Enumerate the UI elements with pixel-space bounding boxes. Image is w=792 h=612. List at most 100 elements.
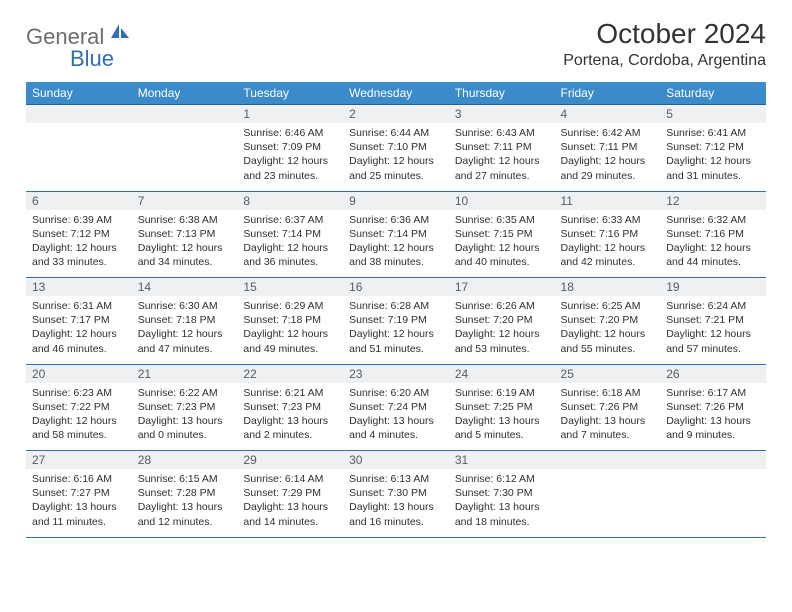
sunset-line: Sunset: 7:23 PM (138, 400, 232, 414)
day-content-cell: Sunrise: 6:46 AMSunset: 7:09 PMDaylight:… (237, 123, 343, 191)
content-row: Sunrise: 6:46 AMSunset: 7:09 PMDaylight:… (26, 123, 766, 191)
sunset-line: Sunset: 7:19 PM (349, 313, 443, 327)
day-number-cell: 21 (132, 364, 238, 383)
day-content-cell: Sunrise: 6:37 AMSunset: 7:14 PMDaylight:… (237, 210, 343, 278)
sunset-line: Sunset: 7:12 PM (32, 227, 126, 241)
sunset-line: Sunset: 7:30 PM (455, 486, 549, 500)
sunrise-line: Sunrise: 6:18 AM (561, 386, 655, 400)
daylight-line: Daylight: 13 hours and 7 minutes. (561, 414, 655, 442)
sunset-line: Sunset: 7:12 PM (666, 140, 760, 154)
day-content-cell: Sunrise: 6:21 AMSunset: 7:23 PMDaylight:… (237, 383, 343, 451)
daylight-line: Daylight: 12 hours and 25 minutes. (349, 154, 443, 182)
sunrise-line: Sunrise: 6:23 AM (32, 386, 126, 400)
day-content-cell: Sunrise: 6:30 AMSunset: 7:18 PMDaylight:… (132, 296, 238, 364)
logo-sail-icon (109, 22, 131, 45)
calendar-table: Sunday Monday Tuesday Wednesday Thursday… (26, 82, 766, 538)
weekday-header: Monday (132, 82, 238, 105)
day-number-cell: 30 (343, 451, 449, 470)
daylight-line: Daylight: 12 hours and 23 minutes. (243, 154, 337, 182)
day-number-cell: 3 (449, 105, 555, 124)
day-number-cell: 2 (343, 105, 449, 124)
sunset-line: Sunset: 7:20 PM (561, 313, 655, 327)
day-content-cell: Sunrise: 6:29 AMSunset: 7:18 PMDaylight:… (237, 296, 343, 364)
calendar-body: 12345Sunrise: 6:46 AMSunset: 7:09 PMDayl… (26, 105, 766, 538)
sunset-line: Sunset: 7:22 PM (32, 400, 126, 414)
weekday-header: Saturday (660, 82, 766, 105)
sunrise-line: Sunrise: 6:19 AM (455, 386, 549, 400)
daylight-line: Daylight: 13 hours and 12 minutes. (138, 500, 232, 528)
day-content-cell: Sunrise: 6:24 AMSunset: 7:21 PMDaylight:… (660, 296, 766, 364)
day-content-cell: Sunrise: 6:38 AMSunset: 7:13 PMDaylight:… (132, 210, 238, 278)
daylight-line: Daylight: 13 hours and 14 minutes. (243, 500, 337, 528)
weekday-header: Sunday (26, 82, 132, 105)
sunset-line: Sunset: 7:21 PM (666, 313, 760, 327)
day-number-cell: 28 (132, 451, 238, 470)
daylight-line: Daylight: 13 hours and 16 minutes. (349, 500, 443, 528)
sunrise-line: Sunrise: 6:41 AM (666, 126, 760, 140)
day-number-cell: 12 (660, 191, 766, 210)
sunrise-line: Sunrise: 6:39 AM (32, 213, 126, 227)
day-number-cell: 18 (555, 278, 661, 297)
day-number-cell (26, 105, 132, 124)
day-content-cell (132, 123, 238, 191)
sunset-line: Sunset: 7:14 PM (243, 227, 337, 241)
day-number-cell: 7 (132, 191, 238, 210)
day-content-cell: Sunrise: 6:42 AMSunset: 7:11 PMDaylight:… (555, 123, 661, 191)
sunrise-line: Sunrise: 6:17 AM (666, 386, 760, 400)
day-number-cell: 14 (132, 278, 238, 297)
day-number-cell: 8 (237, 191, 343, 210)
day-number-cell: 23 (343, 364, 449, 383)
day-number-cell: 11 (555, 191, 661, 210)
logo-text-blue: Blue (70, 46, 114, 71)
daylight-line: Daylight: 12 hours and 44 minutes. (666, 241, 760, 269)
weekday-header: Thursday (449, 82, 555, 105)
daynum-row: 2728293031 (26, 451, 766, 470)
sunrise-line: Sunrise: 6:12 AM (455, 472, 549, 486)
daylight-line: Daylight: 12 hours and 53 minutes. (455, 327, 549, 355)
content-row: Sunrise: 6:39 AMSunset: 7:12 PM Daylight:… (26, 210, 766, 278)
day-number-cell: 16 (343, 278, 449, 297)
sunset-line: Sunset: 7:29 PM (243, 486, 337, 500)
daylight-line: Daylight: 12 hours and 46 minutes. (32, 327, 126, 355)
daylight-line: Daylight: 12 hours and 51 minutes. (349, 327, 443, 355)
sunset-line: Sunset: 7:27 PM (32, 486, 126, 500)
day-number-cell: 29 (237, 451, 343, 470)
daylight-line: Daylight: 13 hours and 4 minutes. (349, 414, 443, 442)
sunset-line: Sunset: 7:11 PM (455, 140, 549, 154)
day-number-cell: 31 (449, 451, 555, 470)
day-number-cell: 13 (26, 278, 132, 297)
day-content-cell: Sunrise: 6:18 AMSunset: 7:26 PMDaylight:… (555, 383, 661, 451)
daylight-line: Daylight: 12 hours and 40 minutes. (455, 241, 549, 269)
day-number-cell: 24 (449, 364, 555, 383)
sunrise-line: Sunrise: 6:30 AM (138, 299, 232, 313)
content-row: Sunrise: 6:23 AMSunset: 7:22 PM Daylight:… (26, 383, 766, 451)
day-number-cell: 19 (660, 278, 766, 297)
day-number-cell: 26 (660, 364, 766, 383)
day-number-cell: 17 (449, 278, 555, 297)
sunset-line: Sunset: 7:30 PM (349, 486, 443, 500)
daylight-line: Daylight: 12 hours and 57 minutes. (666, 327, 760, 355)
sunrise-line: Sunrise: 6:16 AM (32, 472, 126, 486)
daylight-line: Daylight: 12 hours and 47 minutes. (138, 327, 232, 355)
daylight-line: Daylight: 12 hours and 49 minutes. (243, 327, 337, 355)
day-content-cell: Sunrise: 6:32 AMSunset: 7:16 PMDaylight:… (660, 210, 766, 278)
day-content-cell: Sunrise: 6:19 AMSunset: 7:25 PMDaylight:… (449, 383, 555, 451)
daynum-row: 13141516171819 (26, 278, 766, 297)
daynum-row: 20212223242526 (26, 364, 766, 383)
day-content-cell: Sunrise: 6:16 AMSunset: 7:27 PMDaylight:… (26, 469, 132, 537)
day-number-cell: 9 (343, 191, 449, 210)
sunrise-line: Sunrise: 6:32 AM (666, 213, 760, 227)
day-content-cell: Sunrise: 6:35 AMSunset: 7:15 PMDaylight:… (449, 210, 555, 278)
day-number-cell: 5 (660, 105, 766, 124)
sunrise-line: Sunrise: 6:37 AM (243, 213, 337, 227)
daylight-line: Daylight: 12 hours and 29 minutes. (561, 154, 655, 182)
sunset-line: Sunset: 7:20 PM (455, 313, 549, 327)
day-number-cell: 1 (237, 105, 343, 124)
sunset-line: Sunset: 7:25 PM (455, 400, 549, 414)
daylight-line: Daylight: 12 hours and 31 minutes. (666, 154, 760, 182)
day-content-cell: Sunrise: 6:31 AMSunset: 7:17 PMDaylight:… (26, 296, 132, 364)
daylight-line: Daylight: 12 hours and 55 minutes. (561, 327, 655, 355)
sunrise-line: Sunrise: 6:38 AM (138, 213, 232, 227)
day-content-cell: Sunrise: 6:14 AMSunset: 7:29 PMDaylight:… (237, 469, 343, 537)
day-content-cell: Sunrise: 6:43 AMSunset: 7:11 PMDaylight:… (449, 123, 555, 191)
